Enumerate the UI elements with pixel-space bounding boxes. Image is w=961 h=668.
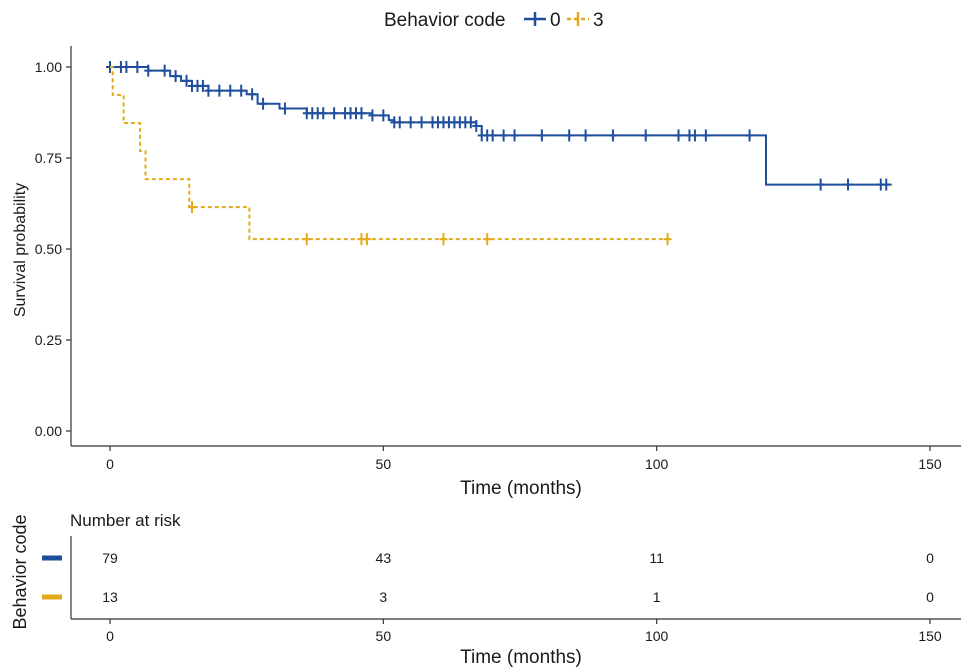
risk-y-axis-label: Behavior code xyxy=(10,514,30,629)
y-tick-label: 0.75 xyxy=(35,150,62,166)
risk-count: 1 xyxy=(653,589,661,605)
censor-mark-0 xyxy=(319,107,328,120)
censor-mark-0 xyxy=(565,129,574,142)
y-tick-label: 0.00 xyxy=(35,423,62,439)
y-axis-label: Survival probability xyxy=(12,183,29,317)
censor-mark-0 xyxy=(198,79,207,92)
censor-mark-0 xyxy=(237,84,246,97)
censor-mark-0 xyxy=(690,129,699,142)
risk-count: 13 xyxy=(102,589,118,605)
censor-mark-0 xyxy=(215,84,224,97)
censor-mark-0 xyxy=(204,84,213,97)
legend-label-3: 3 xyxy=(593,10,604,31)
censor-mark-0 xyxy=(406,116,415,129)
risk-x-ticks: 0 50 100 150 xyxy=(106,619,942,644)
censor-mark-0 xyxy=(701,129,710,142)
censor-mark-0 xyxy=(641,129,650,142)
censor-mark-0 xyxy=(537,129,546,142)
risk-x-tick-label: 50 xyxy=(376,628,392,644)
risk-count: 0 xyxy=(926,589,934,605)
risk-count: 11 xyxy=(649,550,664,566)
x-tick-label: 100 xyxy=(645,456,669,472)
legend: Behavior code 0 3 xyxy=(384,10,604,31)
censor-mark-0 xyxy=(248,88,257,101)
x-tick-label: 150 xyxy=(918,456,942,472)
censor-mark-0 xyxy=(330,107,339,120)
survival-curve-3 xyxy=(110,66,668,241)
risk-x-tick-label: 150 xyxy=(918,628,942,644)
y-tick-label: 0.50 xyxy=(35,241,62,257)
y-ticks: 0.00 0.25 0.50 0.75 1.00 xyxy=(35,59,71,439)
censor-mark-0 xyxy=(226,84,235,97)
censor-mark-0 xyxy=(368,109,377,122)
risk-count: 79 xyxy=(102,550,118,566)
x-tick-label: 0 xyxy=(106,456,114,472)
censor-mark-0 xyxy=(499,129,508,142)
censor-mark-0 xyxy=(510,129,519,142)
censor-mark-0 xyxy=(160,64,169,77)
x-ticks: 0 50 100 150 xyxy=(106,446,942,472)
censor-mark-0 xyxy=(882,178,891,191)
censor-mark-0 xyxy=(182,74,191,87)
censor-mark-0 xyxy=(417,116,426,129)
censor-mark-0 xyxy=(379,109,388,122)
censor-mark-3 xyxy=(188,201,196,214)
legend-key-3 xyxy=(567,12,589,26)
censor-mark-0 xyxy=(357,107,366,120)
risk-x-axis-label: Time (months) xyxy=(460,647,582,668)
survival-curve-0 xyxy=(110,66,892,186)
censor-mark-0 xyxy=(844,178,852,191)
censor-mark-0 xyxy=(581,129,590,142)
censor-mark-3 xyxy=(483,233,492,246)
censor-mark-0 xyxy=(674,129,683,142)
censor-mark-3 xyxy=(302,233,311,246)
risk-count: 3 xyxy=(379,589,387,605)
censor-mark-0 xyxy=(122,61,131,73)
censor-mark-0 xyxy=(816,178,825,191)
censor-mark-0 xyxy=(133,61,142,73)
survival-curves xyxy=(106,61,892,246)
y-tick-label: 0.25 xyxy=(35,332,62,348)
x-tick-label: 50 xyxy=(376,456,392,472)
censor-mark-0 xyxy=(488,129,497,142)
risk-x-tick-label: 0 xyxy=(106,628,114,644)
y-tick-label: 1.00 xyxy=(35,59,62,75)
risk-table-title: Number at risk xyxy=(70,511,181,530)
censor-mark-0 xyxy=(280,102,289,115)
legend-title: Behavior code xyxy=(384,10,505,31)
censor-mark-3 xyxy=(663,233,672,246)
censor-mark-0 xyxy=(259,97,268,110)
censor-mark-0 xyxy=(608,129,617,142)
censor-mark-0 xyxy=(745,129,754,142)
censor-mark-3 xyxy=(439,233,448,246)
risk-rows: 79 43 11 0 13 3 1 0 xyxy=(42,550,934,605)
risk-table: Number at risk Behavior code Time (month… xyxy=(10,511,961,668)
risk-count: 43 xyxy=(376,550,392,566)
censor-mark-0 xyxy=(466,116,475,129)
legend-key-0 xyxy=(524,12,546,26)
censor-mark-0 xyxy=(472,119,481,132)
censor-mark-0 xyxy=(171,70,180,83)
x-axis-label: Time (months) xyxy=(460,478,582,499)
censor-mark-0 xyxy=(144,64,153,77)
risk-x-tick-label: 100 xyxy=(645,628,669,644)
censor-mark-3 xyxy=(362,233,371,246)
legend-label-0: 0 xyxy=(550,10,561,31)
censor-mark-0 xyxy=(395,116,404,129)
risk-count: 0 xyxy=(926,550,934,566)
